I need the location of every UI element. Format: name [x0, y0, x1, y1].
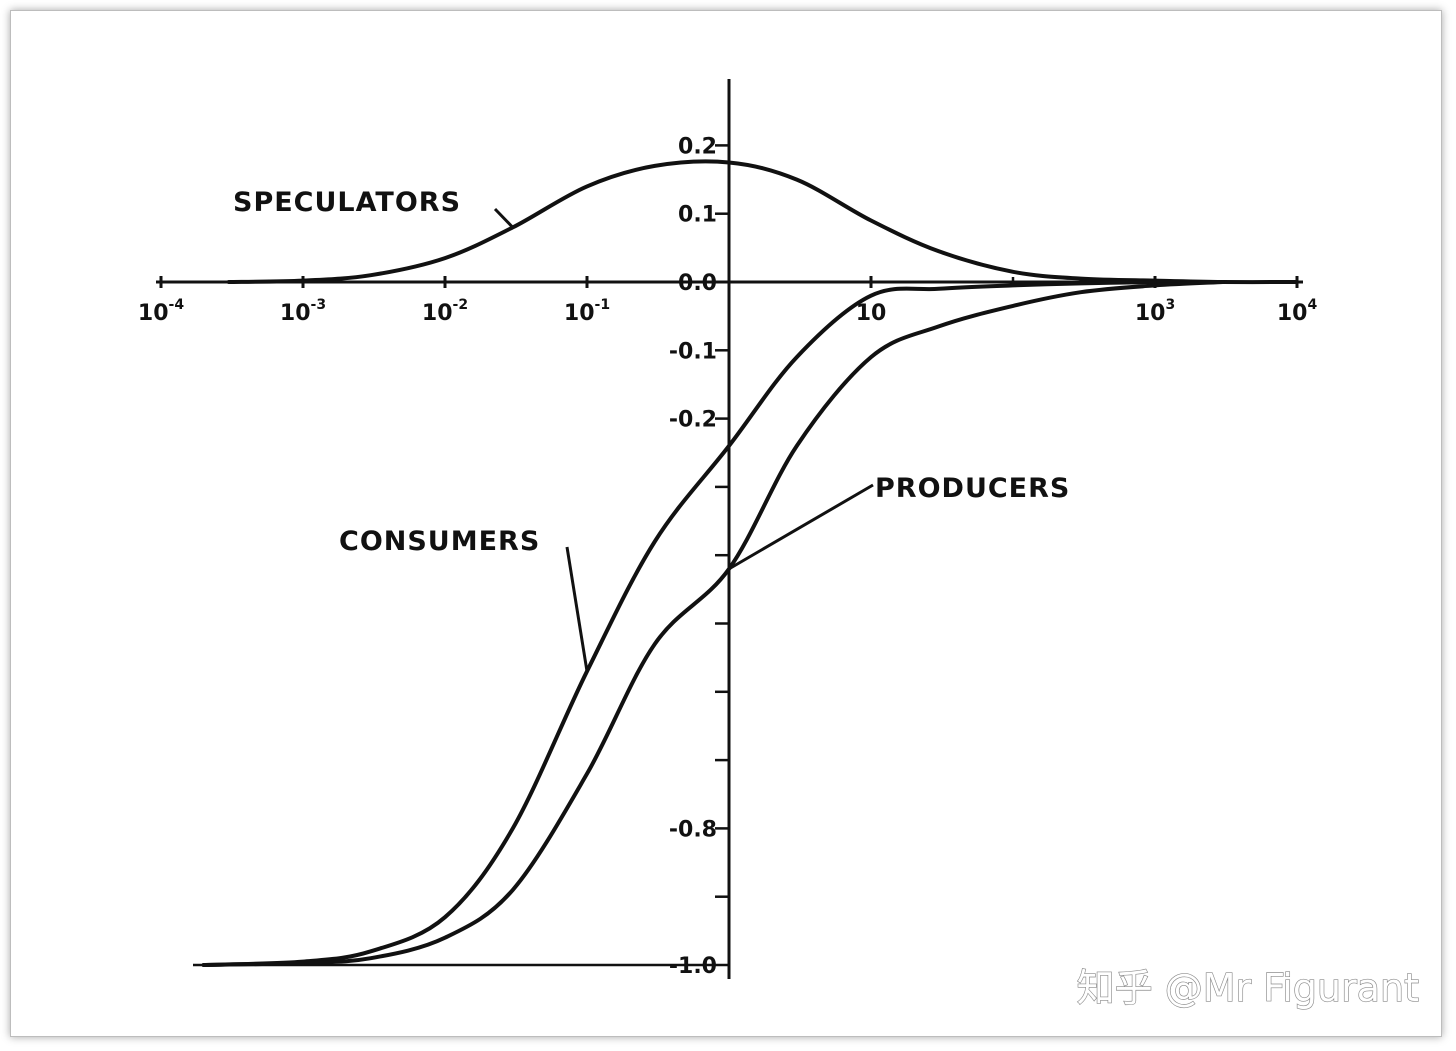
y-tick-label: 0.0: [678, 271, 717, 296]
y-tick-label: -0.1: [669, 339, 717, 364]
leader-line-producers: [728, 483, 874, 571]
ticks: 10-4 10-3 10-2 10-1 10 103 104 0.2 0.1 0.0 -0.1 -0.…: [138, 134, 1318, 979]
y-tick-label: -0.8: [669, 817, 717, 842]
x-tick-label: 10-3: [280, 297, 326, 326]
curves: [201, 159, 1299, 967]
y-tick-label: -1.0: [669, 954, 717, 979]
x-tick-label: 10: [856, 301, 887, 326]
series-label-consumers: CONSUMERS: [339, 526, 540, 557]
x-tick-label: 103: [1135, 297, 1175, 326]
y-tick-label: -0.2: [669, 408, 717, 433]
series-labels: SPECULATORS CONSUMERS PRODUCERS: [233, 187, 1070, 672]
series-line-producers: [201, 280, 1225, 967]
x-tick-label: 10-1: [564, 297, 610, 326]
series-label-producers: PRODUCERS: [875, 473, 1070, 504]
x-tick-label: 104: [1277, 297, 1318, 326]
x-tick-label: 10-4: [138, 297, 184, 326]
figure-frame: 10-4 10-3 10-2 10-1 10 103 104 0.2 0.1 0.0 -0.1 -0.…: [10, 10, 1442, 1037]
chart-svg: 10-4 10-3 10-2 10-1 10 103 104 0.2 0.1 0.0 -0.1 -0.…: [138, 79, 1420, 1011]
y-tick-label: 0.2: [678, 134, 717, 159]
series-line-consumers: [201, 280, 1157, 967]
leader-line-consumers: [565, 546, 589, 672]
series-label-speculators: SPECULATORS: [233, 187, 461, 218]
x-tick-label: 10-2: [422, 297, 468, 326]
y-tick-label: 0.1: [678, 203, 717, 228]
series-line-speculators: [226, 159, 1299, 285]
watermark-text: 知乎 @Mr Figurant: [1077, 966, 1419, 1010]
leader-line-speculators: [493, 207, 514, 229]
